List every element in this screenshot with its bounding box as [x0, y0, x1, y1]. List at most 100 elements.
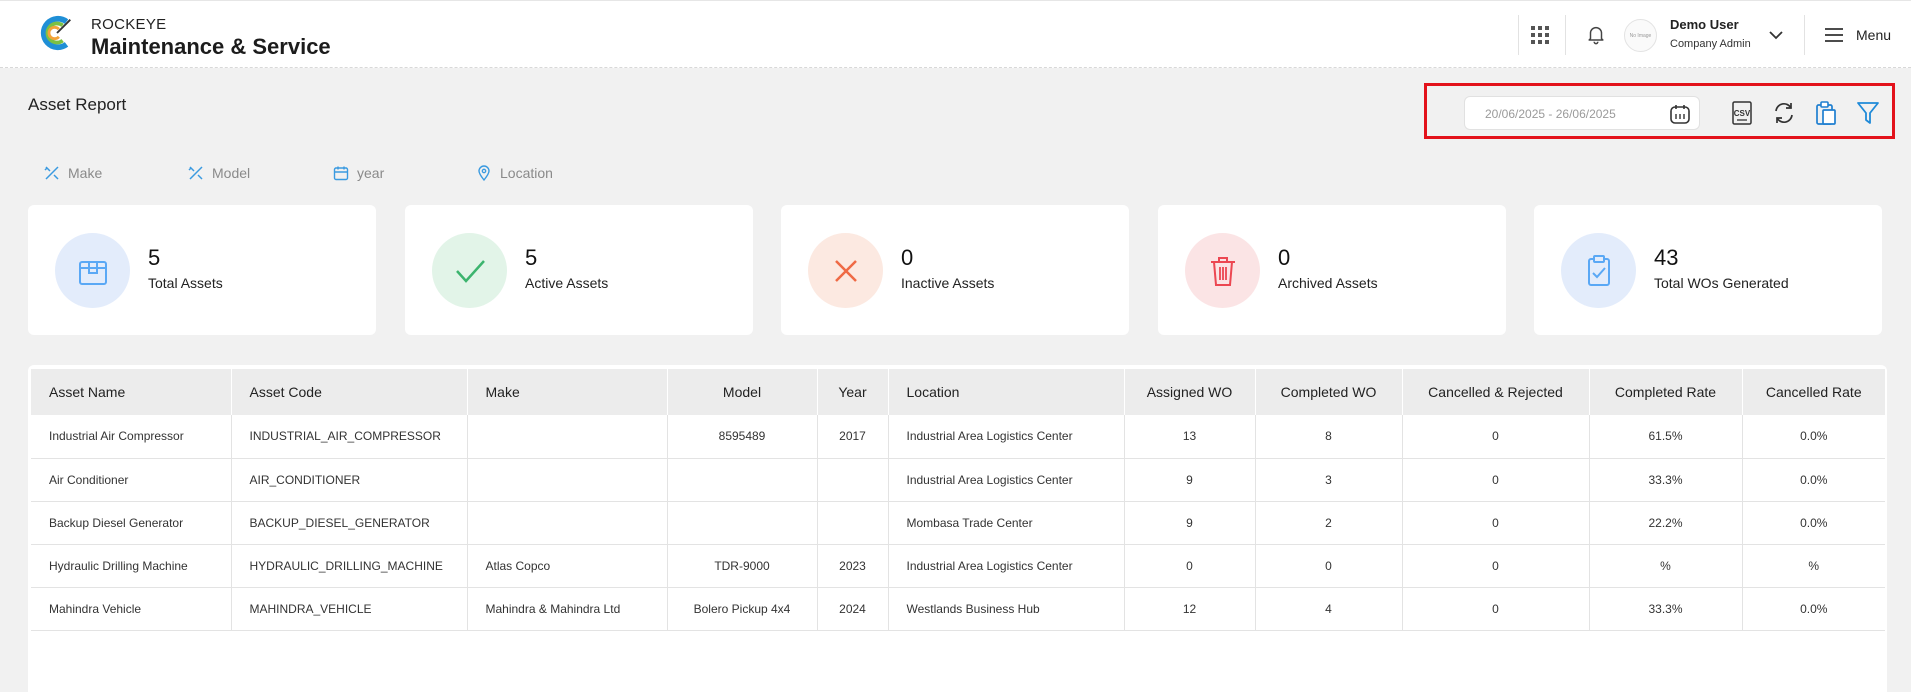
- table-cell: Industrial Air Compressor: [31, 415, 232, 459]
- column-header[interactable]: Asset Name: [31, 369, 232, 415]
- table-header-row: Asset Name Asset Code Make Model Year Lo…: [31, 369, 1885, 415]
- table-cell: INDUSTRIAL_AIR_COMPRESSOR: [231, 415, 468, 459]
- chevron-down-icon[interactable]: [1767, 26, 1785, 44]
- stat-icon-circle: [1185, 233, 1260, 308]
- hamburger-menu-icon[interactable]: [1823, 25, 1845, 45]
- table-cell: Industrial Area Logistics Center: [888, 544, 1125, 588]
- header-divider: [1804, 15, 1805, 55]
- table-cell: 61.5%: [1589, 415, 1743, 459]
- column-header[interactable]: Location: [888, 369, 1125, 415]
- table-row[interactable]: Hydraulic Drilling Machine HYDRAULIC_DRIL…: [31, 544, 1885, 588]
- filter-label: year: [357, 165, 385, 181]
- stat-card-total-wos: 43 Total WOs Generated: [1534, 205, 1882, 335]
- column-header[interactable]: Cancelled Rate: [1742, 369, 1885, 415]
- table-cell: Mahindra & Mahindra Ltd: [467, 587, 668, 631]
- table-cell: 12: [1124, 587, 1256, 631]
- table-cell: Westlands Business Hub: [888, 587, 1125, 631]
- table-cell: [467, 458, 668, 502]
- stat-card-total-assets: 5 Total Assets: [28, 205, 376, 335]
- stat-label: Inactive Assets: [901, 275, 995, 291]
- stat-label: Total Assets: [148, 275, 223, 291]
- column-header[interactable]: Assigned WO: [1124, 369, 1256, 415]
- table-cell: 33.3%: [1589, 458, 1743, 502]
- table-cell: [467, 415, 668, 459]
- table-cell: 0: [1402, 501, 1590, 545]
- table-cell: 2024: [817, 587, 889, 631]
- filter-label: Model: [212, 165, 251, 181]
- table-cell: 0: [1402, 587, 1590, 631]
- table-cell: Air Conditioner: [31, 458, 232, 502]
- date-range-picker[interactable]: 20/06/2025 - 26/06/2025: [1464, 96, 1700, 130]
- brand-title: Maintenance & Service: [91, 34, 331, 59]
- table-cell: 8595489: [667, 415, 818, 459]
- column-header[interactable]: Completed WO: [1255, 369, 1403, 415]
- table-cell: %: [1589, 544, 1743, 588]
- stat-icon-circle: [432, 233, 507, 308]
- clipboard-check-icon: [1587, 254, 1610, 286]
- table-row[interactable]: Industrial Air Compressor INDUSTRIAL_AIR_…: [31, 415, 1885, 459]
- apps-grid-icon[interactable]: [1530, 25, 1550, 45]
- clipboard-icon[interactable]: [1813, 99, 1839, 127]
- header-divider: [1518, 15, 1519, 55]
- rockeye-logo[interactable]: [38, 14, 76, 52]
- table-cell: %: [1742, 544, 1885, 588]
- table-cell: 22.2%: [1589, 501, 1743, 545]
- avatar[interactable]: No Image: [1624, 19, 1657, 52]
- table-cell: HYDRAULIC_DRILLING_MACHINE: [231, 544, 468, 588]
- table-cell: Atlas Copco: [467, 544, 668, 588]
- column-header[interactable]: Model: [667, 369, 818, 415]
- calendar-icon[interactable]: [1669, 103, 1691, 125]
- table-cell: 0.0%: [1742, 501, 1885, 545]
- column-header[interactable]: Asset Code: [231, 369, 468, 415]
- menu-button[interactable]: Menu: [1856, 27, 1892, 43]
- toolbar-highlight-box: [1424, 83, 1895, 139]
- table-cell: 4: [1255, 587, 1403, 631]
- stat-icon-circle: [55, 233, 130, 308]
- user-role: Company Admin: [1670, 38, 1751, 50]
- asset-table-container: Asset Name Asset Code Make Model Year Lo…: [28, 365, 1887, 692]
- table-cell: 3: [1255, 458, 1403, 502]
- stat-value: 0: [1278, 245, 1291, 270]
- column-header[interactable]: Year: [817, 369, 889, 415]
- header-divider: [1565, 15, 1566, 55]
- column-header[interactable]: Cancelled & Rejected: [1402, 369, 1590, 415]
- refresh-icon[interactable]: [1771, 99, 1797, 127]
- filter-make[interactable]: Make: [44, 163, 102, 183]
- table-cell: 0.0%: [1742, 458, 1885, 502]
- table-cell: 0.0%: [1742, 415, 1885, 459]
- table-cell: [667, 458, 818, 502]
- table-cell: AIR_CONDITIONER: [231, 458, 468, 502]
- table-cell: Mombasa Trade Center: [888, 501, 1125, 545]
- location-pin-icon: [478, 165, 490, 181]
- table-row[interactable]: Mahindra Vehicle MAHINDRA_VEHICLE Mahindra…: [31, 587, 1885, 631]
- table-cell: 33.3%: [1589, 587, 1743, 631]
- filter-label: Location: [500, 165, 553, 181]
- asset-report-table: Asset Name Asset Code Make Model Year Lo…: [31, 369, 1885, 631]
- stat-icon-circle: [808, 233, 883, 308]
- stat-value: 5: [148, 245, 161, 270]
- filter-icon[interactable]: [1855, 99, 1881, 127]
- table-cell: TDR-9000: [667, 544, 818, 588]
- csv-icon[interactable]: CSV: [1729, 99, 1755, 127]
- column-header[interactable]: Make: [467, 369, 668, 415]
- stat-card-inactive-assets: 0 Inactive Assets: [781, 205, 1129, 335]
- filter-year[interactable]: year: [333, 163, 384, 183]
- table-cell: BACKUP_DIESEL_GENERATOR: [231, 501, 468, 545]
- filter-model[interactable]: Model: [188, 163, 250, 183]
- table-cell: 8: [1255, 415, 1403, 459]
- filter-location[interactable]: Location: [476, 163, 553, 183]
- table-row[interactable]: Air Conditioner AIR_CONDITIONER Industrial…: [31, 458, 1885, 502]
- bell-icon[interactable]: [1585, 23, 1607, 45]
- table-row[interactable]: Backup Diesel Generator BACKUP_DIESEL_GEN…: [31, 501, 1885, 545]
- date-range-value: 20/06/2025 - 26/06/2025: [1485, 107, 1616, 121]
- table-cell: 9: [1124, 501, 1256, 545]
- user-name[interactable]: Demo User: [1670, 17, 1739, 32]
- table-cell: 0: [1402, 544, 1590, 588]
- page-title: Asset Report: [28, 95, 127, 114]
- table-cell: 2023: [817, 544, 889, 588]
- table-cell: [817, 501, 889, 545]
- column-header[interactable]: Completed Rate: [1589, 369, 1743, 415]
- table-cell: 2: [1255, 501, 1403, 545]
- calendar-icon: [333, 166, 349, 181]
- table-cell: MAHINDRA_VEHICLE: [231, 587, 468, 631]
